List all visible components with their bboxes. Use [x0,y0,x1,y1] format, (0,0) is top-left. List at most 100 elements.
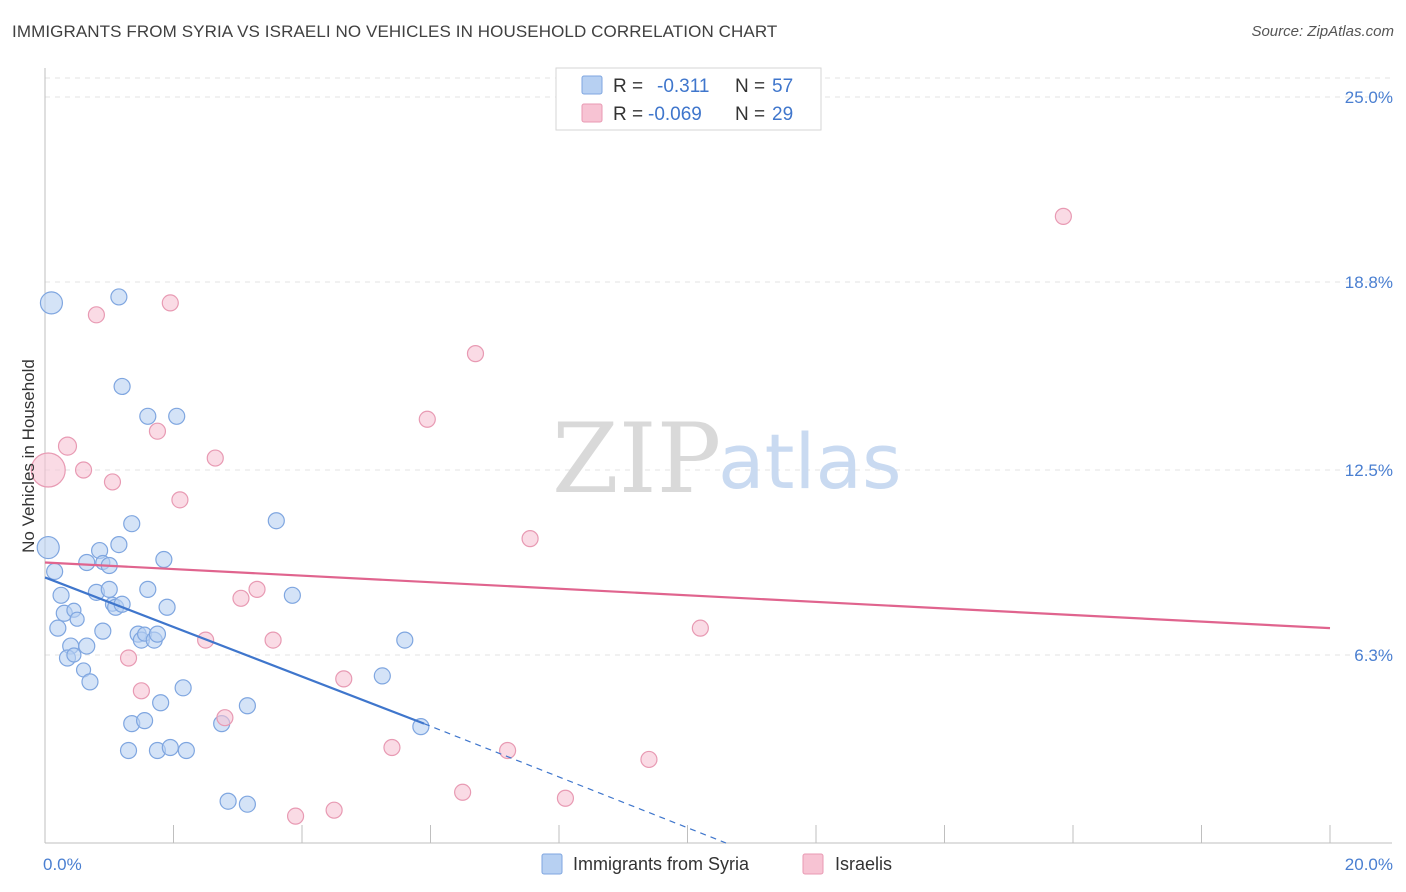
y-tick-label-0: 6.3% [1354,646,1393,665]
top-legend: R = -0.311 N = 57 R = -0.069 N = 29 [555,67,822,131]
legend-r-value-2: -0.069 [648,104,702,125]
data-point-syria-34 [155,550,173,569]
y-axis-label: No Vehicles in Household [19,359,38,553]
legend-swatch-blue [581,75,603,95]
legend-swatch-pink [581,103,603,123]
data-point-syria-53 [396,631,414,649]
data-point-israelis-26 [640,750,658,769]
legend-n-label-2: N = [735,104,765,125]
y-tick-label-3: 25.0% [1345,88,1393,107]
data-point-syria-33 [158,598,176,616]
trendline-syria [44,576,425,725]
data-point-syria-20 [100,580,118,598]
data-point-israelis-22 [454,783,472,801]
data-point-syria-44 [161,738,179,757]
legend-r-value-1: -0.311 [657,76,709,97]
data-point-israelis-25 [556,789,575,807]
series-israelis-points [30,207,1072,825]
watermark-atlas: atlas [718,417,902,506]
bottom-legend-label-israelis: Israelis [835,854,892,874]
legend-r-label-2: R = [613,104,643,125]
data-point-israelis-2 [74,461,93,479]
data-point-syria-49 [238,795,256,813]
data-point-syria-39 [152,694,170,712]
data-point-syria-52 [373,667,391,685]
data-point-israelis-0 [30,452,66,488]
chart-title: IMMIGRANTS FROM SYRIA VS ISRAELI NO VEHI… [12,22,778,41]
data-point-israelis-27 [691,619,709,637]
data-point-israelis-11 [132,682,150,700]
x-tick-label-0: 0.0% [43,855,82,874]
bottom-legend-label-syria: Immigrants from Syria [573,854,750,874]
data-point-syria-54 [412,718,430,736]
y-tick-labels: 6.3% 12.5% 18.8% 25.0% [1345,88,1393,665]
data-point-syria-41 [135,712,154,730]
data-point-israelis-20 [466,345,485,363]
data-point-israelis-28 [1054,207,1072,225]
data-point-syria-36 [139,407,157,425]
data-point-syria-0 [39,291,64,315]
data-point-syria-24 [110,535,128,554]
data-point-syria-31 [148,625,167,643]
data-point-syria-50 [267,512,285,530]
data-point-syria-45 [177,741,195,760]
data-point-israelis-12 [248,580,266,598]
bottom-legend-swatch-israelis [802,853,824,875]
points-layer [30,207,1072,825]
data-point-syria-4 [52,586,70,604]
data-point-israelis-10 [119,649,138,667]
watermark: ZIP atlas [552,403,902,515]
data-point-syria-25 [123,515,141,533]
data-point-syria-15 [78,553,96,572]
x-tick-label-1: 20.0% [1345,855,1393,874]
data-point-israelis-17 [325,801,343,819]
data-point-syria-1 [110,288,128,306]
data-point-israelis-6 [148,422,167,440]
y-tick-label-2: 18.8% [1345,273,1393,292]
data-point-israelis-24 [521,530,539,548]
data-point-israelis-14 [264,631,282,649]
data-point-syria-6 [49,619,67,637]
bottom-legend: Immigrants from Syria Israelis [541,853,892,875]
watermark-zip: ZIP [552,403,721,515]
trend-layer [44,561,1331,844]
chart-source: Source: ZipAtlas.com [1251,23,1394,40]
data-point-israelis-5 [161,294,179,312]
data-point-syria-3 [46,562,64,581]
trendline-israelis [44,561,1331,630]
legend-n-value-2: 29 [772,104,793,125]
data-point-syria-51 [283,586,301,604]
bottom-legend-swatch-syria [541,853,563,875]
data-point-syria-37 [168,407,186,425]
data-point-israelis-21 [418,410,436,428]
data-point-israelis-1 [57,436,78,456]
data-point-syria-38 [174,679,192,697]
data-point-syria-26 [94,622,112,640]
data-point-syria-2 [36,535,60,560]
data-point-syria-11 [66,647,82,663]
data-point-israelis-7 [171,491,189,509]
grid-layer [45,77,1392,656]
data-point-israelis-23 [499,741,517,760]
x-tick-labels: 0.0% 20.0% [43,855,1393,874]
data-point-israelis-16 [286,807,305,825]
trendline-syria-extension [423,723,727,844]
data-point-israelis-3 [103,473,122,491]
data-point-israelis-8 [206,449,224,467]
legend-n-value-1: 57 [772,76,793,97]
data-point-syria-47 [238,697,256,715]
data-point-israelis-13 [232,589,250,607]
y-tick-label-1: 12.5% [1345,461,1393,480]
data-point-israelis-15 [216,709,234,727]
data-point-syria-48 [219,792,237,810]
data-point-syria-13 [81,673,99,691]
series-syria-points [36,288,430,813]
data-point-syria-14 [78,637,96,655]
legend-r-label-1: R = [613,76,643,97]
data-point-israelis-19 [383,738,401,757]
data-point-syria-8 [69,611,85,627]
data-point-israelis-18 [335,670,353,688]
data-point-syria-32 [139,580,157,598]
data-point-israelis-4 [87,306,106,324]
